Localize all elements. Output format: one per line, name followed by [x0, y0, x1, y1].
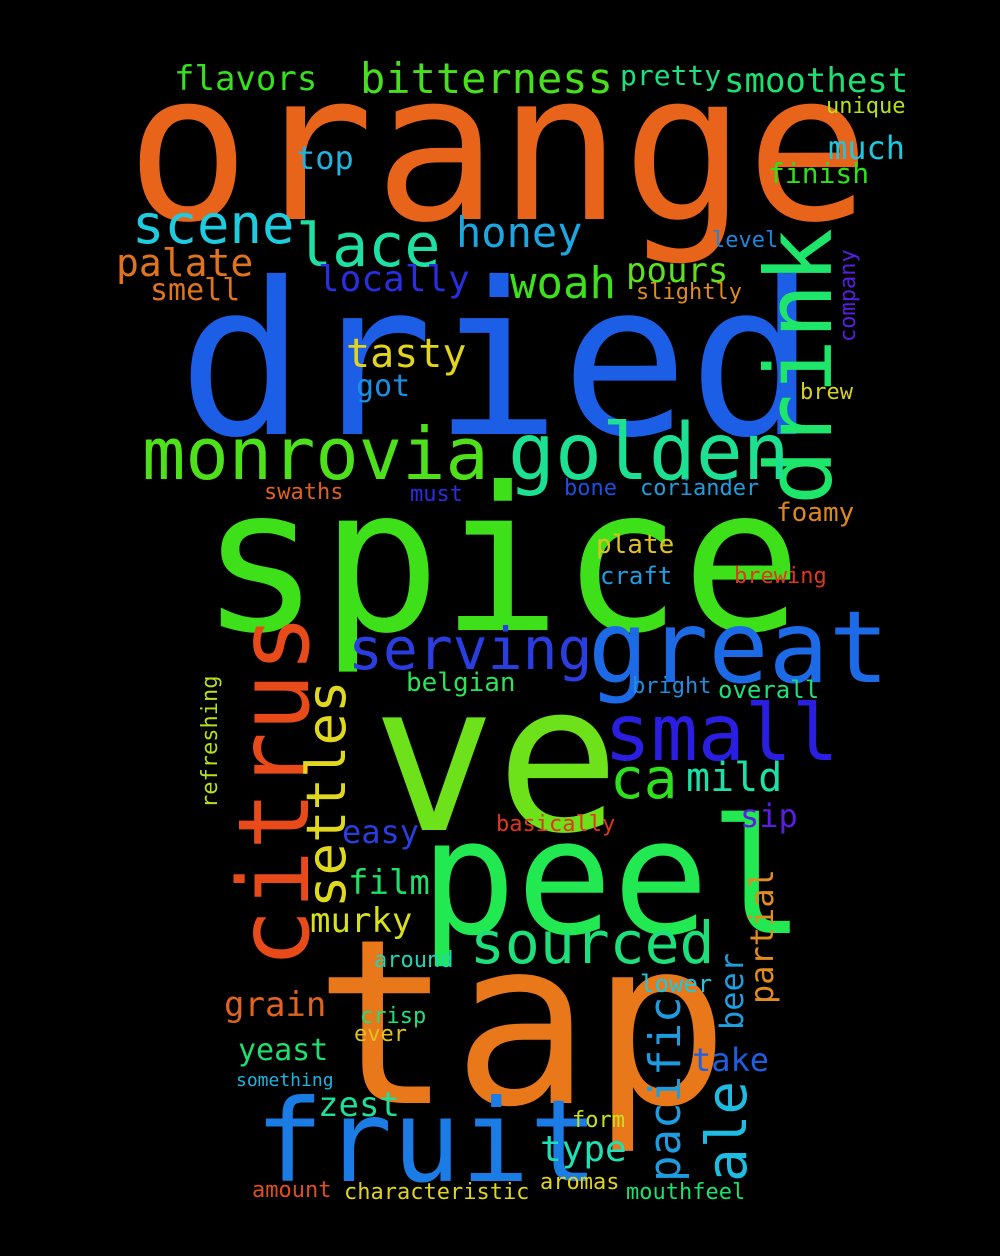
word-finish: finish — [768, 157, 870, 190]
word-spice: spice — [200, 445, 803, 678]
word-refreshing: refreshing — [198, 675, 223, 808]
word-must: must — [410, 482, 463, 507]
word-orange: orange — [126, 28, 871, 268]
word-flavors: flavors — [174, 59, 318, 99]
word-woah: woah — [510, 258, 616, 309]
word-basically: basically — [496, 812, 616, 837]
word-fruit: fruit — [255, 1075, 599, 1208]
word-aromas: aromas — [540, 1170, 620, 1195]
word-partial: partial — [743, 869, 781, 1004]
word-palate: palate — [116, 241, 254, 285]
word-easy: easy — [342, 813, 420, 851]
word-belgian: belgian — [406, 668, 516, 698]
word-golden: golden — [508, 408, 790, 498]
word-sourced: sourced — [470, 909, 715, 977]
word-take: take — [692, 1041, 770, 1079]
word-honey: honey — [456, 208, 583, 257]
word-overall: overall — [718, 676, 820, 704]
word-amount: amount — [252, 1178, 332, 1203]
word-brewing: brewing — [734, 564, 827, 589]
word-tasty: tasty — [346, 331, 467, 377]
word-characteristic: characteristic — [344, 1180, 530, 1205]
word-level: level — [712, 228, 779, 253]
word-film: film — [348, 863, 430, 903]
word-lower: lower — [640, 970, 713, 998]
word-craft: craft — [600, 562, 673, 590]
word-crisp: crisp — [360, 1004, 427, 1029]
word-zest: zest — [318, 1085, 400, 1125]
word-ever: ever — [354, 1022, 407, 1047]
word-plate: plate — [596, 530, 675, 560]
word-mouthfeel: mouthfeel — [626, 1180, 746, 1205]
word-ale: ale — [695, 1080, 760, 1182]
word-brew: brew — [800, 380, 853, 405]
word-tap: tap — [314, 891, 730, 1158]
word-dried: dried — [178, 237, 817, 484]
word-got: got — [356, 369, 411, 404]
word-locally: locally — [318, 259, 470, 300]
word-pacific: pacific — [640, 996, 691, 1182]
word-great: great — [588, 589, 890, 706]
word-type: type — [540, 1129, 627, 1170]
word-bright: bright — [632, 674, 712, 699]
word-small: small — [604, 689, 839, 779]
word-foamy: foamy — [776, 498, 855, 528]
word-monrovia: monrovia — [142, 412, 489, 496]
word-lace: lace — [296, 211, 441, 281]
word-yeast: yeast — [238, 1033, 329, 1068]
word-swaths: swaths — [264, 480, 344, 505]
word-coriander: coriander — [640, 476, 760, 501]
word-bone: bone — [564, 476, 617, 501]
word-top: top — [296, 139, 354, 177]
word-ve: ve — [372, 639, 621, 879]
word-sip: sip — [740, 797, 798, 835]
word-peel: peel — [420, 784, 806, 971]
word-pretty: pretty — [620, 59, 722, 92]
word-slightly: slightly — [636, 280, 742, 305]
word-around: around — [374, 948, 454, 973]
word-settles: settles — [295, 680, 358, 908]
word-grain: grain — [224, 985, 327, 1025]
word-unique: unique — [826, 94, 906, 119]
word-murky: murky — [310, 901, 413, 941]
word-pours: pours — [626, 251, 729, 291]
word-scene: scene — [132, 193, 295, 256]
word-something: something — [236, 1070, 334, 1091]
word-bitterness: bitterness — [360, 54, 613, 103]
word-smell: smell — [150, 273, 241, 308]
word-company: company — [836, 249, 861, 342]
word-mild: mild — [686, 755, 783, 801]
word-form: form — [572, 1108, 625, 1133]
word-ca: ca — [610, 747, 678, 812]
word-smoothest: smoothest — [724, 61, 909, 101]
word-serving: serving — [348, 615, 593, 683]
word-much: much — [828, 129, 906, 167]
